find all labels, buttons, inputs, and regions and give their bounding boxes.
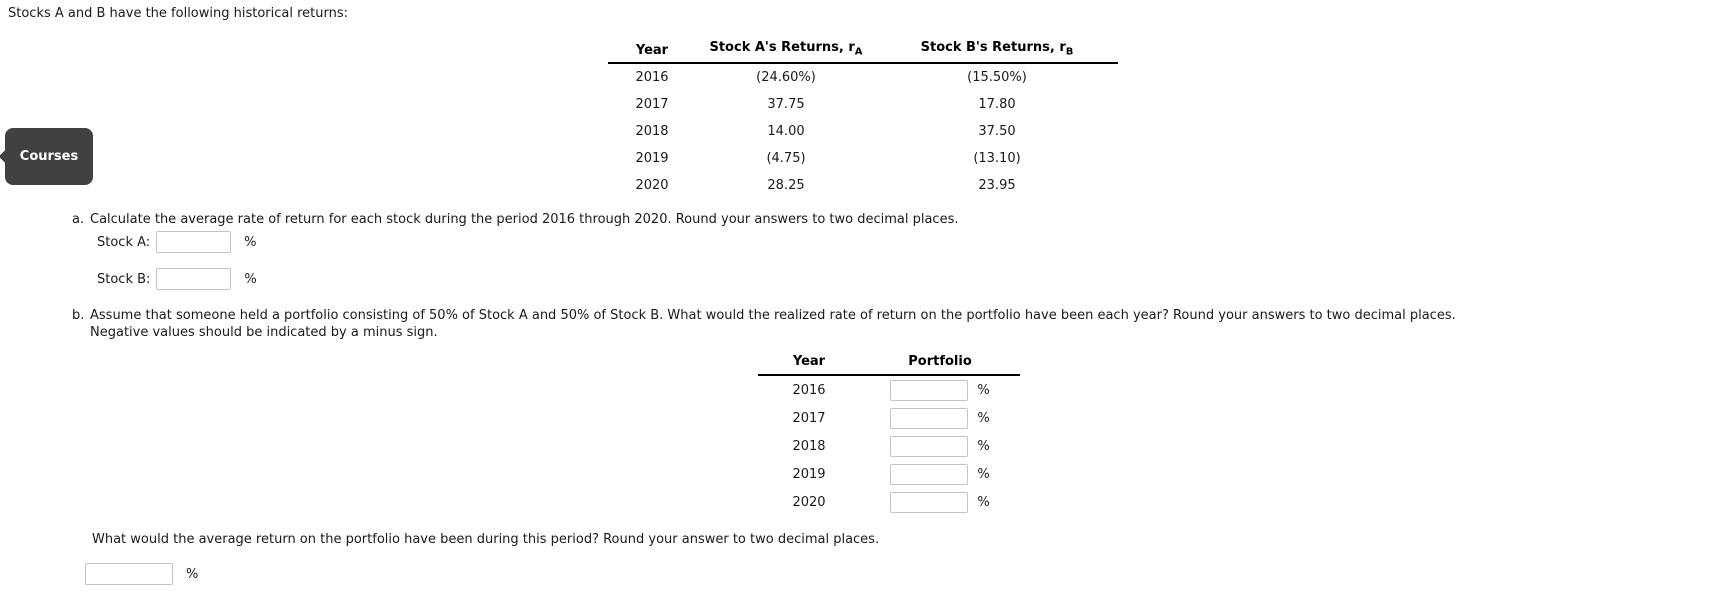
percent-sign: %: [186, 566, 199, 582]
returns-header-stock-b-text: Stock B's Returns, r: [920, 40, 1066, 55]
returns-header-stock-a: Stock A's Returns, rA: [696, 38, 876, 64]
table-row: 2017 37.75 17.80: [608, 91, 1118, 118]
stock-b-answer-input[interactable]: [156, 268, 232, 290]
portfolio-header-year: Year: [758, 351, 860, 376]
percent-sign: %: [977, 382, 990, 398]
year-cell: 2020: [792, 494, 826, 510]
stock-a-return-cell: 14.00: [767, 123, 805, 139]
stock-a-label: Stock A:: [97, 234, 151, 250]
year-cell: 2018: [635, 123, 669, 139]
average-return-question: What would the average return on the por…: [92, 532, 880, 547]
part-b-line2: Negative values should be indicated by a…: [90, 325, 438, 340]
table-row: 2017 %: [758, 404, 1020, 432]
year-cell: 2016: [792, 382, 826, 398]
portfolio-header-portfolio: Portfolio: [860, 351, 1020, 376]
part-a-prompt-text: Calculate the average rate of return for…: [90, 212, 959, 227]
stock-b-label: Stock B:: [97, 271, 151, 287]
table-row: 2020 %: [758, 488, 1020, 516]
year-cell: 2017: [635, 96, 669, 112]
returns-header-stock-a-text: Stock A's Returns, r: [709, 40, 855, 55]
percent-sign: %: [244, 234, 257, 250]
returns-header-year: Year: [608, 38, 696, 64]
percent-sign: %: [977, 466, 990, 482]
year-cell: 2017: [792, 410, 826, 426]
portfolio-cell: %: [860, 375, 1020, 404]
portfolio-cell: %: [860, 432, 1020, 460]
portfolio-2016-input[interactable]: [890, 379, 969, 401]
returns-header-stock-b-subscript: B: [1065, 46, 1074, 58]
returns-header-stock-b: Stock B's Returns, rB: [876, 38, 1118, 64]
portfolio-cell: %: [860, 488, 1020, 516]
year-cell: 2016: [635, 69, 669, 85]
table-row: 2016 (24.60%) (15.50%): [608, 63, 1118, 91]
stock-b-answer-row: Stock B: %: [97, 268, 257, 290]
table-row: 2018 %: [758, 432, 1020, 460]
stock-a-return-cell: (24.60%): [756, 69, 816, 85]
portfolio-returns-table: Year Portfolio 2016 % 2017 % 2018: [758, 351, 1020, 516]
part-a-prompt: a. Calculate the average rate of return f…: [72, 212, 958, 227]
table-row: 2018 14.00 37.50: [608, 118, 1118, 145]
year-cell: 2019: [792, 466, 826, 482]
year-cell: 2020: [635, 177, 669, 193]
returns-header-stock-a-subscript: A: [854, 46, 863, 58]
stock-b-return-cell: (15.50%): [967, 69, 1027, 85]
portfolio-2017-input[interactable]: [890, 407, 969, 429]
table-row: 2019 (4.75) (13.10): [608, 145, 1118, 172]
year-cell: 2019: [635, 150, 669, 166]
courses-tab-label: Courses: [19, 149, 79, 164]
stock-a-answer-row: Stock A: %: [97, 231, 257, 253]
portfolio-2019-input[interactable]: [890, 463, 969, 485]
part-b-line1: b. Assume that someone held a portfolio c…: [72, 307, 1456, 324]
portfolio-2018-input[interactable]: [890, 435, 969, 457]
average-return-input[interactable]: [85, 563, 173, 585]
percent-sign: %: [244, 271, 257, 287]
part-a-marker: a.: [72, 212, 85, 227]
percent-sign: %: [977, 410, 990, 426]
table-row: 2020 28.25 23.95: [608, 172, 1118, 199]
page-title: Stocks A and B have the following histor…: [8, 6, 349, 21]
stock-b-return-cell: 37.50: [978, 123, 1016, 139]
percent-sign: %: [977, 494, 990, 510]
stock-a-return-cell: 28.25: [767, 177, 805, 193]
stock-b-return-cell: 23.95: [978, 177, 1016, 193]
portfolio-2020-input[interactable]: [890, 491, 969, 513]
average-return-answer-row: %: [85, 563, 198, 585]
percent-sign: %: [977, 438, 990, 454]
returns-table-header-row: Year Stock A's Returns, rA Stock B's Ret…: [608, 38, 1118, 64]
part-b-prompt: b. Assume that someone held a portfolio c…: [72, 307, 1456, 341]
historical-returns-table: Year Stock A's Returns, rA Stock B's Ret…: [608, 38, 1118, 199]
stock-b-return-cell: 17.80: [978, 96, 1016, 112]
stock-b-return-cell: (13.10): [973, 150, 1021, 166]
stock-a-return-cell: 37.75: [767, 96, 805, 112]
portfolio-cell: %: [860, 460, 1020, 488]
part-b-prompt-text: Assume that someone held a portfolio con…: [90, 308, 1456, 323]
year-cell: 2018: [792, 438, 826, 454]
stock-a-answer-input[interactable]: [156, 231, 232, 253]
portfolio-table-header-row: Year Portfolio: [758, 351, 1020, 376]
part-b-marker: b.: [72, 308, 85, 323]
table-row: 2016 %: [758, 375, 1020, 404]
portfolio-cell: %: [860, 404, 1020, 432]
table-row: 2019 %: [758, 460, 1020, 488]
courses-side-tab[interactable]: Courses: [5, 128, 93, 185]
stock-a-return-cell: (4.75): [766, 150, 806, 166]
